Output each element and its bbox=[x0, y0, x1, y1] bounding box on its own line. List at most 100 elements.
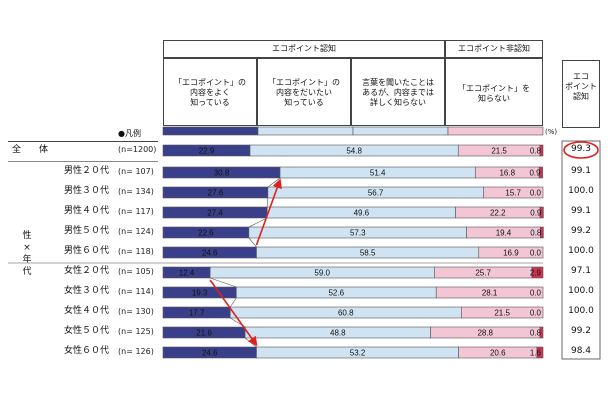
row-label: 男性２０代 bbox=[64, 166, 110, 176]
bar-segment-5 bbox=[536, 346, 544, 359]
data-label: 0.0 bbox=[530, 309, 542, 318]
bar-segment-5 bbox=[540, 226, 544, 239]
legend-swatch-2 bbox=[257, 126, 354, 136]
data-label: 17.7 bbox=[189, 309, 205, 318]
data-label: 0.0 bbox=[530, 289, 542, 298]
data-label: 19.4 bbox=[496, 229, 512, 238]
bar-segment-5 bbox=[539, 206, 544, 219]
data-label: 57.3 bbox=[350, 229, 366, 238]
header-total-box bbox=[562, 60, 600, 128]
row-n: (n= 114) bbox=[118, 287, 154, 296]
series-name-4: 「エコポイント」を 知らない bbox=[458, 84, 530, 103]
data-label: 16.8 bbox=[499, 169, 515, 178]
bar-segment-5 bbox=[539, 326, 544, 339]
left-divider-group bbox=[8, 161, 158, 162]
total-value: 99.2 bbox=[570, 326, 592, 336]
row-label: 女性６０代 bbox=[64, 346, 110, 356]
row-n: (n=1200) bbox=[118, 145, 157, 154]
row-label: 女性５０代 bbox=[64, 326, 110, 336]
legend-swatch-3 bbox=[352, 126, 449, 136]
row-label: 女性３０代 bbox=[64, 286, 110, 296]
series-name-2: 「エコポイント」の 内容をだいたい 知っている bbox=[268, 78, 340, 107]
row-label: 男性４０代 bbox=[64, 206, 110, 216]
header-series-box-2 bbox=[257, 58, 351, 126]
row-n: (n= 124) bbox=[118, 227, 154, 236]
data-label: 22.2 bbox=[490, 209, 506, 218]
header-series-box-1 bbox=[163, 58, 257, 126]
data-label: 30.8 bbox=[214, 169, 230, 178]
connector-line bbox=[248, 237, 257, 248]
row-n: (n= 118) bbox=[118, 247, 154, 256]
total-value: 99.1 bbox=[570, 166, 592, 176]
legend-swatch-4 bbox=[447, 126, 544, 136]
total-value: 100.0 bbox=[568, 186, 594, 196]
row-label: 男性３０代 bbox=[64, 186, 110, 196]
legend-label: ●凡例 bbox=[118, 129, 141, 138]
header-series-box-4 bbox=[445, 58, 543, 126]
data-label: 0.0 bbox=[530, 249, 542, 258]
data-label: 0.8 bbox=[530, 147, 542, 156]
data-label: 1.6 bbox=[530, 349, 542, 358]
data-label: 20.6 bbox=[490, 349, 506, 358]
row-label: 女性４０代 bbox=[64, 306, 110, 316]
data-label: 0.9 bbox=[530, 209, 542, 218]
data-label: 19.3 bbox=[192, 289, 208, 298]
data-label: 27.6 bbox=[208, 189, 224, 198]
bar-segment-5 bbox=[531, 266, 544, 279]
data-label: 52.6 bbox=[328, 289, 344, 298]
side-label-group: 性 × 年 代 bbox=[22, 231, 32, 277]
series-name-3: 言葉を聞いたことは あるが、内容までは 詳しく知らない bbox=[362, 78, 434, 107]
total-value: 100.0 bbox=[568, 286, 594, 296]
bar-segment-4 bbox=[460, 306, 544, 319]
total-value: 97.1 bbox=[570, 266, 592, 276]
header-group-recognized-box bbox=[163, 40, 445, 58]
row-n: (n= 126) bbox=[118, 347, 154, 356]
data-label: 56.7 bbox=[368, 189, 384, 198]
row-label: 男性６０代 bbox=[64, 246, 110, 256]
row-n: (n= 130) bbox=[118, 307, 154, 316]
data-label: 25.7 bbox=[475, 269, 491, 278]
data-label: 22.6 bbox=[198, 229, 214, 238]
total-value: 99.2 bbox=[570, 226, 592, 236]
row-n: (n= 134) bbox=[118, 187, 154, 196]
bar-segment-5 bbox=[539, 144, 544, 157]
data-label: 21.6 bbox=[196, 329, 212, 338]
data-label: 53.2 bbox=[350, 349, 366, 358]
data-label: 60.8 bbox=[338, 309, 354, 318]
data-label: 48.8 bbox=[330, 329, 346, 338]
data-label: 12.4 bbox=[179, 269, 195, 278]
row-n: (n= 117) bbox=[118, 207, 154, 216]
header-group-recognized: エコポイント認知 bbox=[272, 44, 336, 53]
trend-arrow-1 bbox=[255, 178, 282, 246]
percent-mark: (%) bbox=[545, 128, 558, 136]
data-label: 58.5 bbox=[360, 249, 376, 258]
data-label: 49.6 bbox=[354, 209, 370, 218]
total-value: 99.1 bbox=[570, 206, 592, 216]
row-label: 女性２０代 bbox=[64, 266, 110, 276]
data-label: 0.0 bbox=[530, 189, 542, 198]
total-value: 99.3 bbox=[570, 144, 592, 154]
data-label: 59.0 bbox=[314, 269, 330, 278]
trend-arrow-2 bbox=[209, 279, 258, 347]
row-label-all: 全 体 bbox=[12, 145, 49, 155]
connector-line bbox=[230, 297, 237, 308]
data-label: 51.4 bbox=[370, 169, 386, 178]
data-label: 0.8 bbox=[530, 229, 542, 238]
row-n: (n= 107) bbox=[118, 167, 154, 176]
data-label: 24.6 bbox=[202, 349, 218, 358]
connector-line bbox=[210, 277, 237, 288]
data-label: 21.5 bbox=[491, 147, 507, 156]
data-label: 22.9 bbox=[199, 147, 215, 156]
bar-segment-4 bbox=[483, 186, 544, 199]
bar-segment-4 bbox=[435, 286, 544, 299]
data-label: 2.9 bbox=[530, 269, 542, 278]
total-value: 100.0 bbox=[568, 306, 594, 316]
data-label: 27.4 bbox=[207, 209, 223, 218]
bar-segment-4 bbox=[478, 246, 544, 259]
data-label: 15.7 bbox=[505, 189, 521, 198]
highlight-ellipse bbox=[563, 141, 599, 159]
data-label: 16.9 bbox=[503, 249, 519, 258]
header-group-unrecognized-box bbox=[445, 40, 543, 58]
connector-line bbox=[266, 197, 269, 208]
